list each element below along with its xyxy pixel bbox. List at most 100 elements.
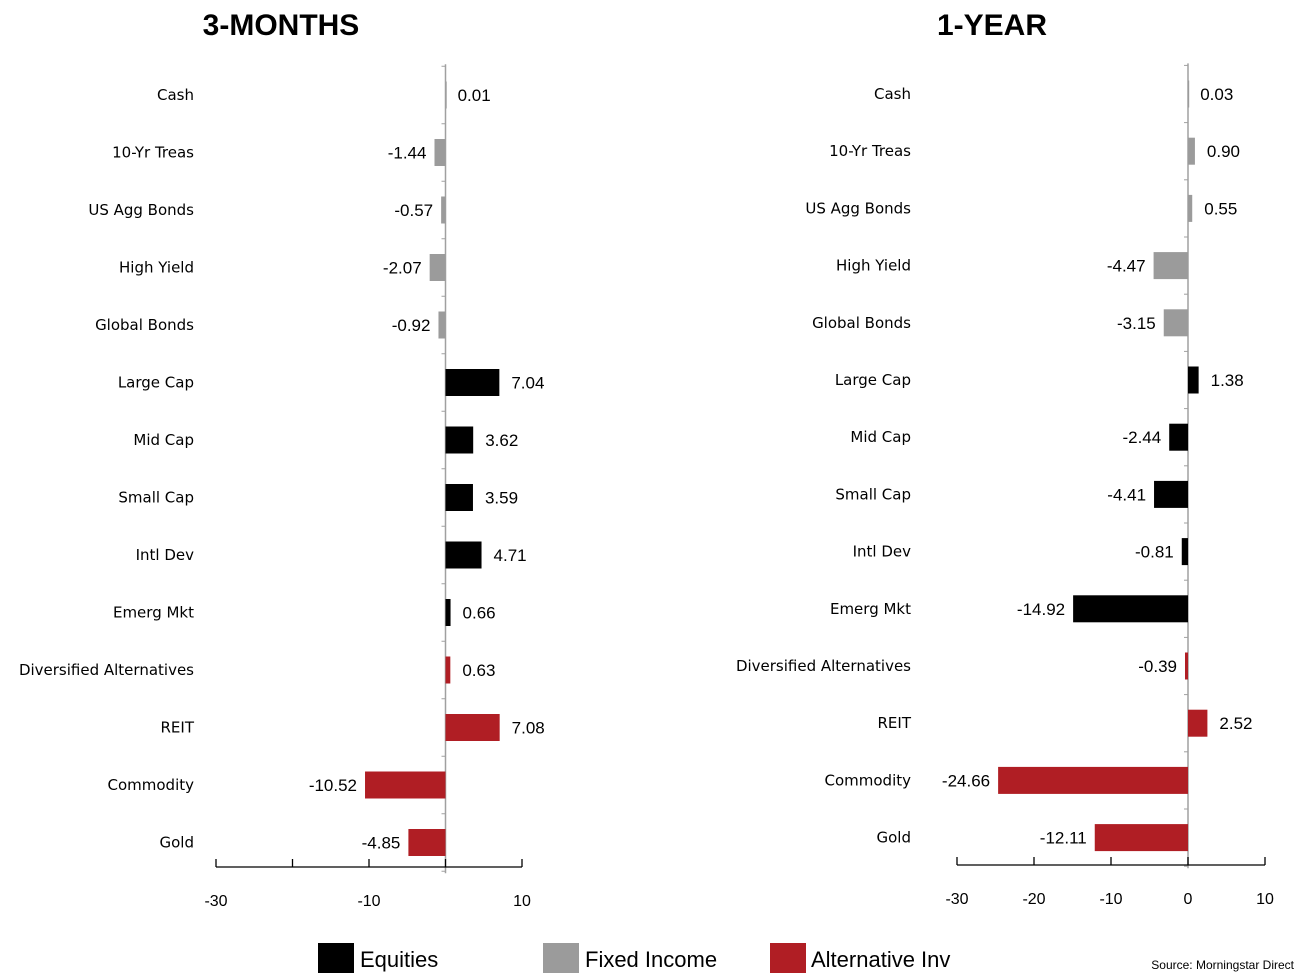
legend-label-equities: Equities	[360, 947, 438, 972]
category-label-us-agg-bonds-1y: US Agg Bonds	[805, 199, 911, 217]
legend-label-fixed-income: Fixed Income	[585, 947, 717, 972]
category-label-emerg-mkt-3m: Emerg Mkt	[113, 604, 194, 622]
x-tick-label-3m: -10	[357, 893, 380, 910]
value-label-mid-cap-1y: -2.44	[1122, 428, 1161, 447]
category-label-diversified-alternatives-3m: Diversified Alternatives	[19, 661, 194, 679]
source-note: Source: Morningstar Direct	[1151, 958, 1294, 972]
bar-small-cap-3m	[445, 484, 473, 511]
category-label-diversified-alternatives-1y: Diversified Alternatives	[736, 657, 911, 675]
value-label-diversified-alternatives-3m: 0.63	[462, 661, 495, 680]
chart-title-1-year: 1-YEAR	[937, 9, 1047, 42]
category-label-high-yield-1y: High Yield	[836, 257, 911, 275]
category-label-large-cap-1y: Large Cap	[835, 371, 911, 389]
bar-emerg-mkt-3m	[445, 599, 451, 626]
bar-large-cap-1y	[1188, 366, 1199, 394]
value-label-global-bonds-3m: -0.92	[392, 316, 431, 335]
value-label-high-yield-3m: -2.07	[383, 259, 422, 278]
category-label-small-cap-1y: Small Cap	[835, 485, 911, 503]
bar-diversified-alternatives-3m	[445, 656, 451, 684]
chart-title-3-months: 3-MONTHS	[203, 9, 360, 42]
legend-swatch-fixed-income	[543, 943, 579, 973]
legend-label-alternative-inv: Alternative Inv	[811, 947, 950, 972]
legend: Equities Fixed Income Alternative Inv	[318, 943, 950, 973]
value-label-emerg-mkt-3m: 0.66	[463, 604, 496, 623]
bar-intl-dev-1y	[1181, 538, 1188, 566]
legend-swatch-alternative-inv	[770, 943, 806, 973]
value-label-global-bonds-1y: -3.15	[1117, 314, 1156, 333]
x-tick-label-1y: -10	[1099, 891, 1122, 908]
x-tick-label-1y: -30	[945, 891, 968, 908]
category-label-cash-3m: Cash	[157, 86, 194, 104]
value-label-commodity-1y: -24.66	[942, 771, 990, 790]
category-label-large-cap-3m: Large Cap	[118, 374, 194, 392]
bar-gold-1y	[1094, 824, 1188, 852]
value-label-large-cap-3m: 7.04	[511, 374, 544, 393]
category-label-10-yr-treas-3m: 10-Yr Treas	[112, 144, 194, 162]
category-label-mid-cap-1y: Mid Cap	[850, 428, 911, 446]
bar-reit-3m	[445, 714, 500, 741]
value-label-gold-3m: -4.85	[362, 834, 401, 853]
bar-reit-1y	[1188, 709, 1208, 737]
value-label-intl-dev-1y: -0.81	[1135, 543, 1174, 562]
bar-gold-3m	[408, 829, 446, 856]
bar-10-yr-treas-1y	[1188, 137, 1195, 165]
category-label-high-yield-3m: High Yield	[119, 259, 194, 277]
category-label-commodity-1y: Commodity	[825, 771, 912, 789]
bar-mid-cap-3m	[445, 426, 474, 454]
chart-1-year: Cash 0.03 10-Yr Treas 0.90 US Agg Bonds 0.55 H…	[736, 63, 1274, 908]
value-label-us-agg-bonds-1y: 0.55	[1204, 199, 1237, 218]
bar-commodity-1y	[998, 766, 1188, 794]
bar-us-agg-bonds-3m	[441, 196, 446, 224]
value-label-small-cap-1y: -4.41	[1107, 485, 1146, 504]
category-label-global-bonds-1y: Global Bonds	[812, 314, 911, 332]
value-label-cash-3m: 0.01	[458, 86, 491, 105]
bar-commodity-3m	[365, 771, 446, 799]
value-label-small-cap-3m: 3.59	[485, 489, 518, 508]
bar-mid-cap-1y	[1169, 423, 1188, 451]
value-label-gold-1y: -12.11	[1040, 829, 1087, 848]
bar-emerg-mkt-1y	[1073, 595, 1188, 623]
value-label-reit-1y: 2.52	[1219, 714, 1252, 733]
value-label-diversified-alternatives-1y: -0.39	[1138, 657, 1177, 676]
bar-large-cap-3m	[445, 369, 500, 396]
category-label-gold-1y: Gold	[877, 829, 912, 847]
category-label-commodity-3m: Commodity	[108, 776, 195, 794]
value-label-us-agg-bonds-3m: -0.57	[394, 201, 433, 220]
category-label-intl-dev-1y: Intl Dev	[853, 543, 912, 561]
category-label-10-yr-treas-1y: 10-Yr Treas	[829, 142, 911, 160]
category-label-reit-1y: REIT	[878, 714, 912, 732]
value-label-10-yr-treas-1y: 0.90	[1207, 142, 1240, 161]
value-label-mid-cap-3m: 3.62	[485, 431, 518, 450]
bar-10-yr-treas-3m	[434, 139, 446, 166]
category-label-emerg-mkt-1y: Emerg Mkt	[830, 600, 911, 618]
bar-high-yield-1y	[1153, 252, 1188, 280]
bar-us-agg-bonds-1y	[1188, 194, 1193, 222]
category-label-reit-3m: REIT	[161, 719, 195, 737]
category-label-global-bonds-3m: Global Bonds	[95, 316, 194, 334]
value-label-commodity-3m: -10.52	[309, 776, 357, 795]
value-label-high-yield-1y: -4.47	[1107, 257, 1146, 276]
bar-high-yield-3m	[429, 254, 446, 281]
value-label-10-yr-treas-3m: -1.44	[388, 144, 427, 163]
x-tick-label-3m: 10	[513, 893, 531, 910]
bar-intl-dev-3m	[445, 541, 482, 569]
value-label-intl-dev-3m: 4.71	[494, 546, 527, 565]
category-label-gold-3m: Gold	[160, 834, 195, 852]
category-label-small-cap-3m: Small Cap	[118, 489, 194, 507]
bar-diversified-alternatives-1y	[1184, 652, 1188, 680]
category-label-intl-dev-3m: Intl Dev	[136, 546, 195, 564]
value-label-reit-3m: 7.08	[512, 719, 545, 738]
bar-global-bonds-1y	[1163, 309, 1188, 337]
value-label-cash-1y: 0.03	[1200, 85, 1233, 104]
category-label-cash-1y: Cash	[874, 85, 911, 103]
x-tick-label-1y: 10	[1256, 891, 1274, 908]
x-tick-label-3m: -30	[204, 893, 227, 910]
bar-small-cap-1y	[1154, 480, 1188, 508]
value-label-large-cap-1y: 1.38	[1211, 371, 1244, 390]
bar-global-bonds-3m	[438, 311, 446, 339]
category-label-us-agg-bonds-3m: US Agg Bonds	[88, 201, 194, 219]
chart-3-months: Cash 0.01 10-Yr Treas -1.44 US Agg Bonds -0.5…	[19, 64, 545, 910]
category-label-mid-cap-3m: Mid Cap	[133, 431, 194, 449]
x-tick-label-1y: 0	[1184, 891, 1193, 908]
